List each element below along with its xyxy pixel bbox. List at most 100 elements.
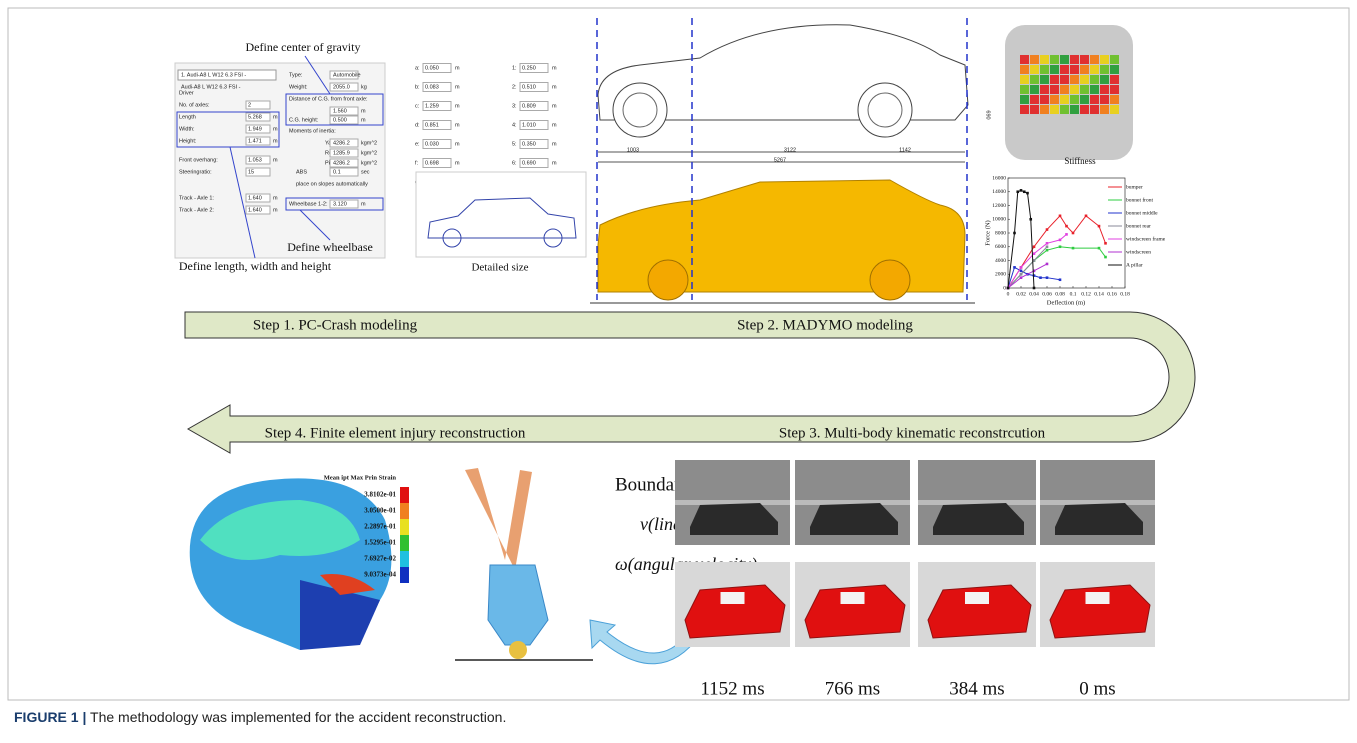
legend-label: bonnet rear <box>1126 223 1151 229</box>
field-value: Automobile <box>333 72 361 78</box>
data-point <box>1019 269 1023 273</box>
mesh-cell <box>1060 75 1069 84</box>
legend-value: 3.0500e-01 <box>364 507 396 515</box>
field-value: 1.053 <box>248 157 262 163</box>
size-unit: m <box>455 160 460 166</box>
mesh-cell <box>1080 105 1089 114</box>
legend-label: A pillar <box>1126 262 1143 268</box>
field-box <box>329 148 359 158</box>
data-point <box>1032 259 1036 262</box>
series-line <box>1007 189 1035 289</box>
field-label: No. of axles: <box>179 102 210 108</box>
field-box <box>519 63 549 73</box>
size-key: 1: <box>512 65 517 71</box>
x-tick-label: 0.06 <box>1042 291 1052 297</box>
size-unit: m <box>552 103 557 109</box>
windshield <box>1085 592 1110 604</box>
field-label: C.G. height: <box>289 117 319 123</box>
size-key: 6: <box>512 160 517 166</box>
field-unit: kgm^2 <box>361 140 377 146</box>
mesh-cell <box>1090 55 1099 64</box>
data-point <box>1058 278 1062 282</box>
size-value: 0.083 <box>425 84 439 90</box>
brain-region <box>320 574 375 595</box>
mesh-cell <box>1110 95 1119 104</box>
y-tick-label: 0 <box>1003 285 1006 291</box>
data-point <box>1032 269 1036 273</box>
mesh-cell <box>1050 105 1059 114</box>
field-box <box>245 100 271 110</box>
mesh-cell <box>1040 55 1049 64</box>
dimension: 3122 <box>784 147 796 153</box>
highlight-box <box>176 111 280 148</box>
mesh-cell <box>1100 75 1109 84</box>
caption-text: The methodology was implemented for the … <box>86 709 507 725</box>
mesh-cell <box>1060 105 1069 114</box>
road-marking <box>918 500 1036 505</box>
mesh-cell <box>1040 85 1049 94</box>
field-unit: kg <box>361 84 367 90</box>
mesh-cell <box>1040 105 1049 114</box>
size-value: 0.350 <box>522 141 536 147</box>
mesh-cell <box>1030 95 1039 104</box>
mesh-cell <box>1060 85 1069 94</box>
field-label: Weight: <box>289 84 308 90</box>
size-value: 0.050 <box>425 65 439 71</box>
data-point <box>1104 255 1107 259</box>
photo-car <box>690 503 778 535</box>
data-point <box>1058 245 1062 249</box>
field-box <box>245 193 271 203</box>
mesh-cell <box>1040 65 1049 74</box>
legend-label: bumper <box>1126 184 1143 190</box>
x-tick-label: 0 <box>1007 291 1010 297</box>
annotation: Define wheelbase <box>287 240 373 254</box>
sim-car <box>684 584 786 639</box>
x-tick-label: 0.16 <box>1107 291 1117 297</box>
data-point <box>1045 276 1049 279</box>
field-box <box>422 158 452 168</box>
human-torso <box>487 564 549 646</box>
mesh-cell <box>1030 75 1039 84</box>
field-box <box>422 101 452 111</box>
size-value: 0.698 <box>425 160 439 166</box>
car-sketch <box>427 197 577 239</box>
mesh-cell <box>1100 65 1109 74</box>
field-value: 15 <box>248 169 254 175</box>
chart-title: Stiffness <box>1064 156 1096 166</box>
legend-label: bonnet front <box>1126 196 1154 203</box>
mesh-cell <box>1060 55 1069 64</box>
mesh-cell <box>1060 65 1069 74</box>
mesh-cell <box>1020 75 1029 84</box>
series-line <box>1007 246 1106 289</box>
field-unit: m <box>273 157 278 163</box>
annotation: Define center of gravity <box>246 40 361 54</box>
mesh-cell <box>1080 55 1089 64</box>
field-value: 1.560 <box>333 108 347 114</box>
data-point <box>1084 214 1088 218</box>
mesh-cell <box>1070 55 1079 64</box>
field-unit: m <box>273 207 278 213</box>
mesh-cell <box>1050 95 1059 104</box>
legend-value: 9.0373e-04 <box>364 571 396 579</box>
legend-value: 1.5295e-01 <box>364 539 396 547</box>
pointer <box>304 55 331 95</box>
field-label: Width: <box>179 126 195 132</box>
frame <box>7 7 1350 701</box>
colorbar <box>400 567 409 583</box>
y-tick-label: 10000 <box>992 217 1006 223</box>
field-label: place on slopes automatically <box>296 181 368 187</box>
mesh-cell <box>1050 55 1059 64</box>
field-box <box>329 138 359 148</box>
data-point <box>1013 266 1016 269</box>
step-label: Step 4. Finite element injury reconstruc… <box>265 425 526 441</box>
mesh-cell <box>1110 105 1119 114</box>
field-value: 4286.2 <box>333 160 350 166</box>
data-point <box>1032 286 1036 290</box>
mesh-cell <box>1030 55 1039 64</box>
road-marking <box>675 500 790 505</box>
size-value: 0.809 <box>522 103 536 109</box>
size-key: 3: <box>512 103 517 109</box>
field-box <box>329 115 359 125</box>
data-point <box>1104 242 1107 245</box>
mesh-cell <box>1050 85 1059 94</box>
